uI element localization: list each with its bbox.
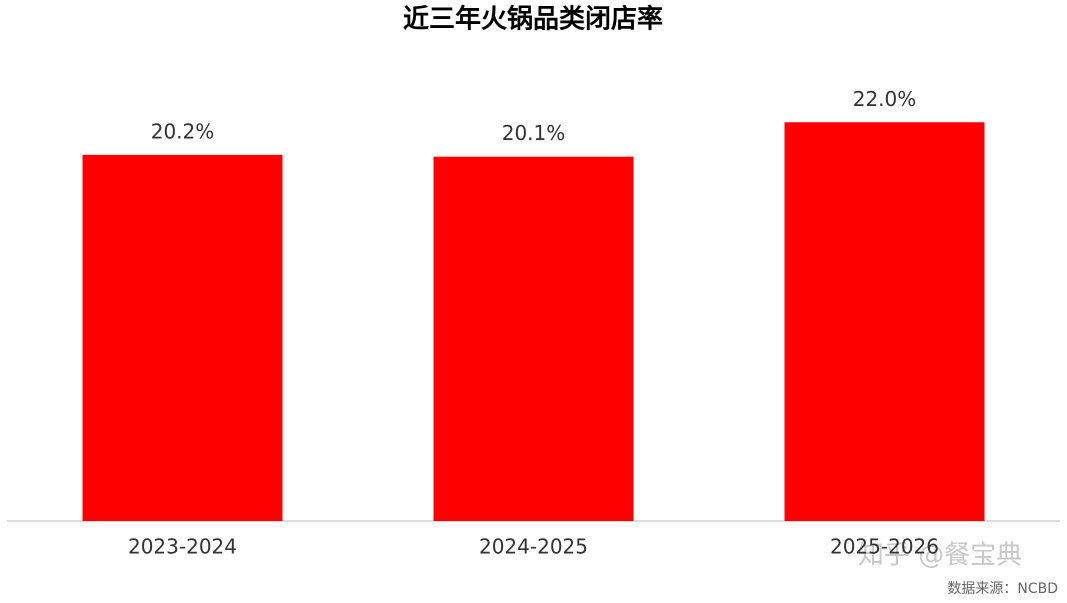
x-tick-label: 2024-2025: [479, 535, 588, 559]
data-label: 22.0%: [853, 87, 917, 111]
source-note: 数据来源：NCBD: [947, 581, 1058, 597]
bar: [82, 154, 283, 521]
bar: [433, 156, 634, 521]
data-label: 20.2%: [151, 119, 215, 143]
x-tick-label: 2023-2024: [128, 535, 237, 559]
bar: [784, 122, 985, 521]
watermark: 知乎 @餐宝典: [858, 541, 1022, 571]
x-tick-label: 2025-2026: [830, 535, 939, 559]
chart-title: 近三年火锅品类闭店率: [403, 4, 663, 35]
data-label: 20.1%: [502, 121, 566, 145]
